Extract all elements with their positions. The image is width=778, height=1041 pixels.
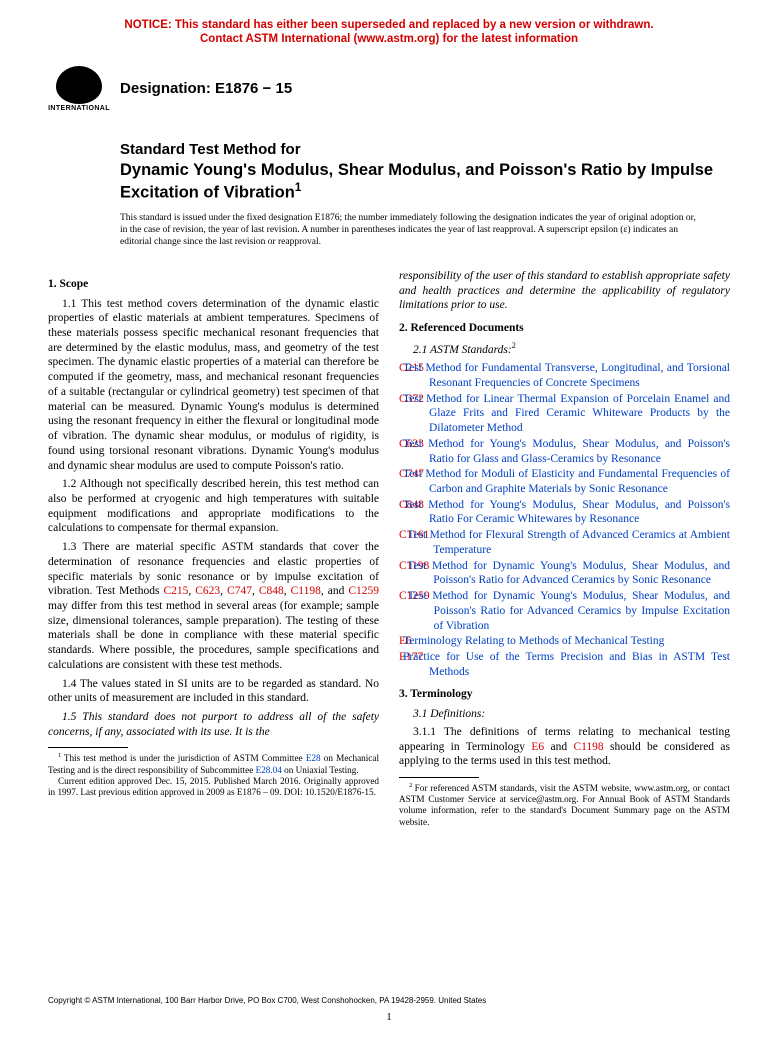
ref-title[interactable]: Test Method for Dynamic Young's Modulus,… (433, 559, 730, 588)
notice-line1: NOTICE: This standard has either been su… (124, 19, 653, 31)
fn1-link-e2804[interactable]: E28.04 (256, 765, 282, 775)
ref-item: C848 Test Method for Young's Modulus, Sh… (399, 498, 730, 527)
scope-1-5: 1.5 This standard does not purport to ad… (48, 710, 379, 739)
two-column-body: 1. Scope 1.1 This test method covers det… (48, 269, 730, 828)
terminology-heading: 3. Terminology (399, 687, 730, 702)
supersession-notice: NOTICE: This standard has either been su… (48, 18, 730, 47)
ref-item: C747 Test Method for Moduli of Elasticit… (399, 467, 730, 496)
ref-title[interactable]: Test Method for Flexural Strength of Adv… (433, 528, 730, 557)
responsibility-continuation: responsibility of the user of this stand… (399, 269, 730, 313)
fn1-c: on Uniaxial Testing. (282, 765, 359, 775)
astm-logo: INTERNATIONAL (48, 61, 110, 117)
title-block: Standard Test Method for Dynamic Young's… (120, 141, 730, 204)
designation-text: Designation: E1876 − 15 (120, 80, 292, 97)
scope-1-3: 1.3 There are material specific ASTM sta… (48, 540, 379, 672)
ref-item: C1198 Test Method for Dynamic Young's Mo… (399, 559, 730, 588)
scope-heading: 1. Scope (48, 277, 379, 292)
refdocs-sup: 2 (512, 341, 516, 350)
ref-item: C215 Test Method for Fundamental Transve… (399, 361, 730, 390)
header-row: INTERNATIONAL Designation: E1876 − 15 (48, 61, 730, 117)
ref-title[interactable]: Test Method for Fundamental Transverse, … (429, 361, 730, 390)
title-main: Dynamic Young's Modulus, Shear Modulus, … (120, 160, 730, 204)
title-pre: Standard Test Method for (120, 141, 730, 160)
fn1-a: This test method is under the jurisdicti… (64, 754, 306, 764)
title-main-text: Dynamic Young's Modulus, Shear Modulus, … (120, 161, 713, 202)
ref-item: E6 Terminology Relating to Methods of Me… (399, 634, 730, 649)
reference-list: C215 Test Method for Fundamental Transve… (399, 361, 730, 679)
ref-title[interactable]: Test Method for Dynamic Young's Modulus,… (434, 589, 730, 633)
copyright-line: Copyright © ASTM International, 100 Barr… (48, 996, 486, 1005)
scope-1-1: 1.1 This test method covers determinatio… (48, 297, 379, 474)
ref-item: C1259 Test Method for Dynamic Young's Mo… (399, 589, 730, 633)
link-c215[interactable]: C215 (163, 585, 188, 597)
left-column: 1. Scope 1.1 This test method covers det… (48, 269, 379, 828)
ref-title[interactable]: Practice for Use of the Terms Precision … (429, 650, 730, 679)
scope-1-3-and: , and (321, 585, 348, 597)
title-sup: 1 (295, 180, 302, 194)
ref-item: C372 Test Method for Linear Thermal Expa… (399, 392, 730, 436)
footnote-1: 1 This test method is under the jurisdic… (48, 752, 379, 776)
ref-item: C623 Test Method for Young's Modulus, Sh… (399, 437, 730, 466)
refdocs-subheading: 2.1 ASTM Standards:2 (399, 341, 730, 358)
ref-title[interactable]: Test Method for Young's Modulus, Shear M… (429, 437, 730, 466)
footnote-separator-right (399, 777, 479, 778)
ref-title[interactable]: Test Method for Young's Modulus, Shear M… (429, 498, 730, 527)
fn1-link-e28[interactable]: E28 (306, 754, 321, 764)
scope-1-4: 1.4 The values stated in SI units are to… (48, 677, 379, 706)
ref-title[interactable]: Terminology Relating to Methods of Mecha… (429, 634, 664, 649)
notice-line2: Contact ASTM International (www.astm.org… (200, 33, 578, 45)
scope-1-2: 1.2 Although not specifically described … (48, 477, 379, 536)
ref-item: E177 Practice for Use of the Terms Preci… (399, 650, 730, 679)
fn2-text: For referenced ASTM standards, visit the… (399, 783, 730, 827)
right-column: responsibility of the user of this stand… (399, 269, 730, 828)
scope-1-3-b: may differ from this test method in seve… (48, 600, 379, 671)
term-link-e6[interactable]: E6 (531, 741, 544, 753)
link-c747[interactable]: C747 (227, 585, 252, 597)
refdocs-heading: 2. Referenced Documents (399, 321, 730, 336)
logo-globe-icon (56, 66, 102, 104)
ref-item: C1161 Test Method for Flexural Strength … (399, 528, 730, 557)
link-c1198[interactable]: C1198 (291, 585, 321, 597)
link-c1259[interactable]: C1259 (348, 585, 379, 597)
issuance-note: This standard is issued under the fixed … (120, 213, 700, 249)
ref-title[interactable]: Test Method for Moduli of Elasticity and… (429, 467, 730, 496)
link-c848[interactable]: C848 (259, 585, 284, 597)
term-and: and (544, 741, 573, 753)
terminology-3-1-1: 3.1.1 The definitions of terms relating … (399, 725, 730, 769)
link-c623[interactable]: C623 (195, 585, 220, 597)
page-number: 1 (0, 1011, 778, 1023)
logo-text: INTERNATIONAL (48, 105, 110, 112)
term-link-c1198[interactable]: C1198 (573, 741, 603, 753)
footnote-1b: Current edition approved Dec. 15, 2015. … (48, 776, 379, 798)
refdocs-subheading-text: 2.1 ASTM Standards: (413, 344, 512, 356)
footnote-separator-left (48, 747, 128, 748)
footnote-2: 2 For referenced ASTM standards, visit t… (399, 782, 730, 828)
terminology-subheading: 3.1 Definitions: (399, 707, 730, 722)
ref-title[interactable]: Test Method for Linear Thermal Expansion… (429, 392, 730, 436)
